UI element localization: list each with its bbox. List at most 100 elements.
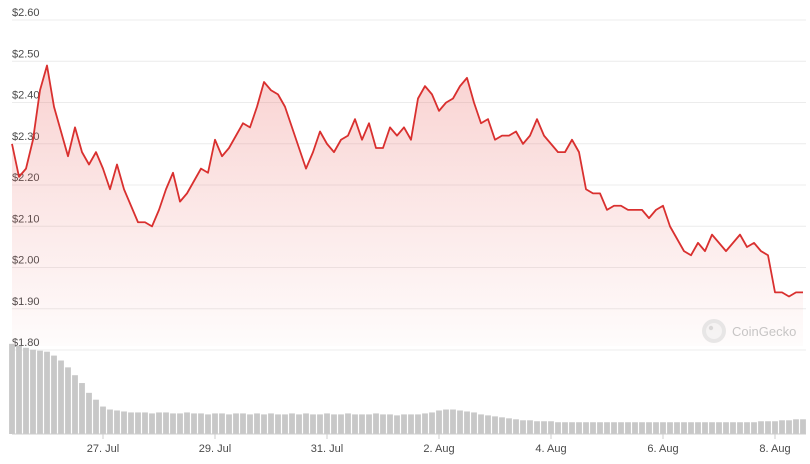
- volume-bar: [254, 413, 260, 434]
- volume-bar: [331, 414, 337, 434]
- volume-bar: [121, 411, 127, 434]
- y-tick-label: $2.60: [12, 7, 40, 19]
- volume-bar: [660, 422, 666, 434]
- volume-bar: [548, 421, 554, 434]
- volume-bar: [205, 414, 211, 434]
- volume-bar: [464, 411, 470, 434]
- volume-bar: [303, 413, 309, 434]
- x-tick-label: 29. Jul: [199, 443, 231, 455]
- volume-bar: [317, 414, 323, 434]
- x-tick-label: 8. Aug: [759, 443, 790, 455]
- volume-bar: [394, 415, 400, 434]
- volume-bar: [310, 414, 316, 434]
- volume-bar: [450, 409, 456, 434]
- volume-bar: [58, 360, 64, 434]
- volume-bar: [541, 421, 547, 434]
- volume-bar: [590, 422, 596, 434]
- volume-bar: [198, 413, 204, 434]
- volume-bar: [597, 422, 603, 434]
- volume-bar: [786, 420, 792, 434]
- volume-bar: [268, 413, 274, 434]
- volume-bar: [275, 414, 281, 434]
- volume-bar: [191, 413, 197, 434]
- volume-bar: [408, 414, 414, 434]
- price-area: [12, 65, 803, 346]
- volume-bar: [709, 422, 715, 434]
- volume-bar: [527, 420, 533, 434]
- volume-bar: [37, 350, 43, 434]
- volume-bar: [247, 414, 253, 434]
- volume-bar: [555, 422, 561, 434]
- volume-bar: [51, 355, 57, 434]
- volume-bar: [534, 421, 540, 434]
- volume-bar: [681, 422, 687, 434]
- volume-bar: [9, 343, 15, 434]
- volume-bar: [695, 422, 701, 434]
- volume-bar: [604, 422, 610, 434]
- volume-bar: [569, 422, 575, 434]
- volume-bar: [674, 422, 680, 434]
- volume-bar: [373, 413, 379, 434]
- volume-bar: [289, 413, 295, 434]
- volume-bar: [212, 413, 218, 434]
- volume-bar: [492, 416, 498, 434]
- volume-bar: [79, 383, 85, 434]
- volume-bar: [65, 367, 71, 434]
- volume-bar: [436, 410, 442, 434]
- y-tick-label: $2.50: [12, 48, 40, 60]
- volume-bar: [163, 412, 169, 434]
- x-tick-label: 27. Jul: [87, 443, 119, 455]
- volume-bar: [429, 412, 435, 434]
- volume-bar: [457, 410, 463, 434]
- volume-bar: [282, 414, 288, 434]
- volume-bar: [765, 421, 771, 434]
- volume-bar: [149, 413, 155, 434]
- volume-bar: [618, 422, 624, 434]
- volume-bar: [758, 421, 764, 434]
- volume-bar: [156, 412, 162, 434]
- volume-bar: [415, 414, 421, 434]
- volume-bar: [107, 409, 113, 434]
- volume-bar: [583, 422, 589, 434]
- volume-bar: [170, 413, 176, 434]
- volume-bar: [135, 412, 141, 434]
- volume-bar: [639, 422, 645, 434]
- volume-bar: [387, 414, 393, 434]
- volume-bar: [93, 399, 99, 434]
- x-tick-label: 31. Jul: [311, 443, 343, 455]
- volume-bar: [716, 422, 722, 434]
- x-tick-label: 2. Aug: [423, 443, 454, 455]
- volume-bar: [72, 375, 78, 434]
- volume-bar: [520, 420, 526, 434]
- volume-bar: [226, 414, 232, 434]
- volume-bar: [646, 422, 652, 434]
- volume-bar: [513, 419, 519, 434]
- volume-bar: [261, 414, 267, 434]
- volume-bar: [142, 412, 148, 434]
- volume-bar: [23, 347, 29, 434]
- volume-bar: [653, 422, 659, 434]
- volume-bar: [128, 412, 134, 434]
- volume-bar: [772, 421, 778, 434]
- volume-bar: [16, 345, 22, 434]
- volume-bar: [114, 410, 120, 434]
- volume-bar: [86, 392, 92, 434]
- volume-bar: [800, 419, 806, 434]
- volume-bar: [324, 413, 330, 434]
- volume-bar: [730, 422, 736, 434]
- volume-bar: [737, 422, 743, 434]
- x-tick-label: 6. Aug: [647, 443, 678, 455]
- volume-bar: [359, 414, 365, 434]
- volume-bar: [625, 422, 631, 434]
- volume-bar: [632, 422, 638, 434]
- volume-bar: [338, 414, 344, 434]
- volume-bar: [443, 409, 449, 434]
- volume-bar: [380, 414, 386, 434]
- volume-bar: [779, 420, 785, 434]
- volume-bar: [177, 413, 183, 434]
- volume-bar: [702, 422, 708, 434]
- volume-bar: [499, 417, 505, 434]
- volume-bar: [240, 413, 246, 434]
- volume-bar: [485, 415, 491, 434]
